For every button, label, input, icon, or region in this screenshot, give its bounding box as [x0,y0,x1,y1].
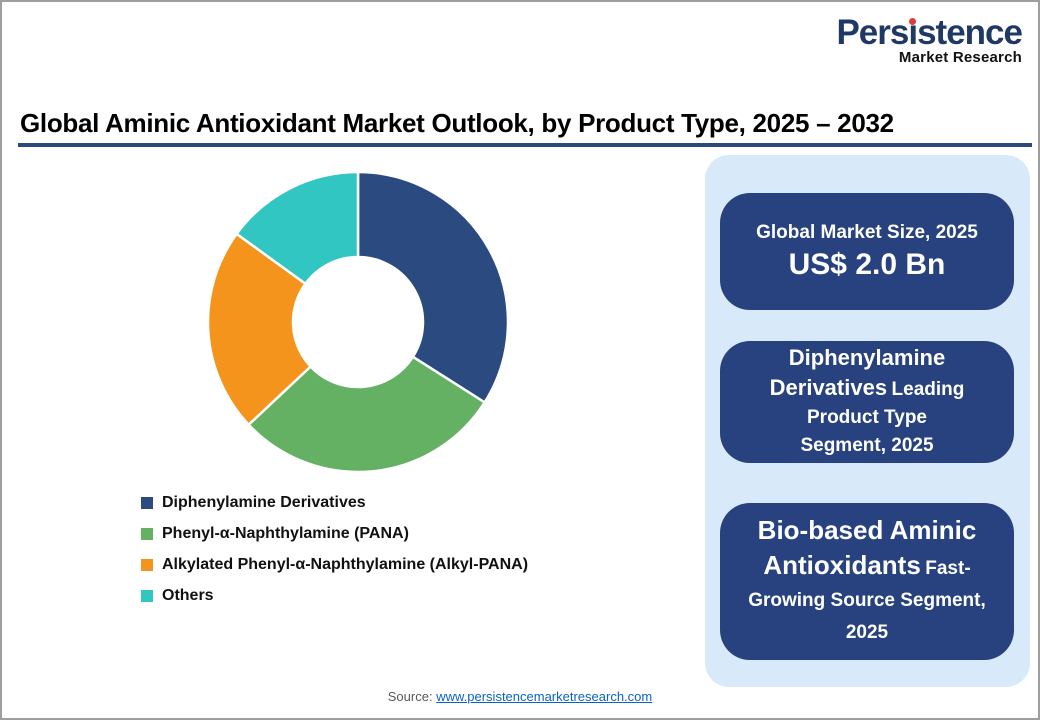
source-label: Source: [387,689,433,704]
page-title: Global Aminic Antioxidant Market Outlook… [20,108,894,138]
legend-item-pana: Phenyl-α-Naphthylamine (PANA) [141,525,528,543]
legend-label: Others [162,587,214,604]
brand-name: Persıstence [836,13,1023,52]
donut-segment-alkyl-pana [206,232,312,426]
brand-i-red-dot: ı [908,13,918,52]
fast-growing-text: Bio-based Aminic Antioxidants Fast- Grow… [748,514,986,643]
donut-segment-others [235,170,360,286]
chart-legend: Diphenylamine Derivatives Phenyl-α-Napht… [141,494,528,618]
brand-tagline: Market Research [898,49,1022,66]
legend-item-others: Others [141,587,528,605]
legend-marker-icon [141,559,153,571]
donut-segment-pana [247,355,486,474]
market-size-value: US$ 2.0 Bn [788,248,946,281]
legend-item-alkyl-pana: Alkylated Phenyl-α-Naphthylamine (Alkyl-… [141,556,528,574]
market-size-label: Global Market Size, 2025 [756,222,978,243]
source-link[interactable]: www.persistencemarketresearch.com [436,689,653,704]
legend-label: Phenyl-α-Naphthylamine (PANA) [162,525,409,542]
source-note: Source: www.persistencemarketresearch.co… [2,689,1038,704]
card-global-market-size: Global Market Size, 2025 US$ 2.0 Bn [720,193,1014,310]
title-underline [18,143,1032,147]
legend-label: Alkylated Phenyl-α-Naphthylamine (Alkyl-… [162,556,529,573]
donut-segment-diphenylamine-derivatives [356,170,510,404]
legend-item-diphenylamine-derivatives: Diphenylamine Derivatives [141,494,528,512]
card-fast-growing-segment: Bio-based Aminic Antioxidants Fast- Grow… [720,503,1014,660]
donut-chart [206,170,510,474]
leading-segment-text: Diphenylamine Derivatives Leading Produc… [769,345,965,456]
info-panel: Global Market Size, 2025 US$ 2.0 Bn Diph… [705,155,1030,687]
legend-label: Diphenylamine Derivatives [162,494,366,511]
legend-marker-icon [141,528,153,540]
company-logo: Persıstence Market Research [836,13,1023,67]
legend-marker-icon [141,497,153,509]
card-leading-segment: Diphenylamine Derivatives Leading Produc… [720,341,1014,463]
donut-chart-wrap [202,166,514,478]
legend-marker-icon [141,590,153,602]
